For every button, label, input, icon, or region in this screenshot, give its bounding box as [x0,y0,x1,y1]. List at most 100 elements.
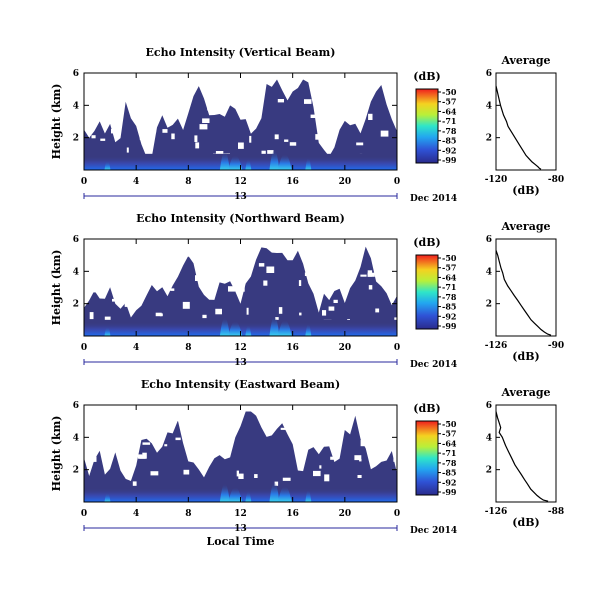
profile-title: Average [500,386,550,399]
colorbar-unit: (dB) [413,402,440,415]
profile-x-tick-label: -88 [548,507,564,517]
y-axis-label: Height (km) [50,250,63,326]
missing-data-cell [158,102,161,106]
x-axis-label: Local Time [207,535,275,548]
surface-echo [84,488,397,502]
missing-data-cell [217,423,223,427]
surface-echo [84,156,397,170]
date-label: Dec 2014 [410,360,457,370]
x-tick-label: 16 [286,509,299,519]
colorbar-tick-label: -78 [442,126,457,136]
panel-1: Echo Intensity (Vertical Beam) 6 4 2 Height … [50,46,564,204]
missing-data-cell [312,94,315,99]
missing-data-cell [195,142,200,149]
echo-plume [305,489,312,502]
profile-x-label: (dB) [512,184,539,197]
missing-data-cell [175,437,181,441]
missing-data-cell [149,416,154,422]
missing-data-cell [367,270,373,277]
profile-y-tick-label: 4 [486,101,492,111]
missing-data-cell [289,142,297,146]
missing-data-cell [206,102,214,107]
x-tick-label: 0 [81,177,87,187]
x-tick-label: 0 [394,177,400,187]
panel-title: Echo Intensity (Vertical Beam) [145,46,335,59]
missing-data-cell [305,432,313,438]
missing-data-cell [181,254,190,257]
missing-data-cell [159,270,165,275]
profile-x-tick-label: -90 [548,341,564,351]
missing-data-cell [171,133,175,140]
y-tick-label: 4 [73,101,79,111]
echo-plume [277,485,292,502]
missing-data-cell [304,99,312,104]
missing-data-cell [210,287,217,291]
x-tick-label: 8 [185,177,191,187]
missing-data-cell [368,450,376,454]
x-tick-label: 0 [81,343,87,353]
missing-data-cell [132,105,139,111]
missing-data-cell [238,142,244,149]
missing-data-cell [254,474,258,478]
echo-region [84,79,397,170]
missing-data-cell [330,456,334,460]
missing-data-cell [282,477,291,481]
missing-data-cell [258,263,265,267]
missing-data-cell [266,426,269,429]
x-tick-label: 12 [234,177,247,187]
missing-data-cell [125,425,131,432]
missing-data-cell [278,307,283,314]
missing-data-cell [275,317,279,322]
missing-data-cell [376,426,384,433]
y-tick-label: 6 [73,69,79,79]
missing-data-cell [124,301,130,307]
missing-data-cell [360,439,367,447]
missing-data-cell [239,285,245,292]
missing-data-cell [359,458,362,462]
missing-data-cell [142,442,151,445]
x-tick-label: 4 [133,509,139,519]
missing-data-cell [360,274,367,277]
missing-data-cell [324,474,330,482]
missing-data-cell [344,416,348,420]
missing-data-cell [150,471,159,476]
echo-plume [228,487,243,502]
colorbar-tick-label: -92 [442,477,456,487]
profile-y-tick-label: 6 [486,401,492,411]
echo-plume [245,159,252,170]
missing-data-cell [228,259,231,264]
panel-title: Echo Intensity (Eastward Beam) [141,378,340,391]
missing-data-cell [333,299,338,303]
missing-data-cell [240,90,247,95]
missing-data-cell [187,452,196,460]
day-label: 13 [234,524,247,534]
missing-data-cell [130,300,133,305]
missing-data-cell [104,316,111,322]
x-tick-label: 16 [286,177,299,187]
colorbar-tick-label: -57 [442,429,456,439]
x-tick-label: 4 [133,343,139,353]
profile-title: Average [500,54,550,67]
missing-data-cell [317,258,324,261]
profile-y-tick-label: 2 [486,134,492,144]
echo-plume [228,321,243,336]
colorbar-tick-label: -57 [442,263,456,273]
y-axis-label: Height (km) [50,84,63,160]
y-tick-label: 4 [73,433,79,443]
echo-region [84,411,397,502]
y-tick-label: 6 [73,235,79,245]
missing-data-cell [159,313,163,317]
profile-title: Average [500,220,550,233]
y-tick-label: 2 [73,300,79,310]
echo-plume [305,157,312,170]
profile-y-tick-label: 4 [486,267,492,277]
missing-data-cell [122,301,125,305]
profile-x-tick-label: -80 [548,175,564,185]
x-tick-label: 4 [133,177,139,187]
missing-data-cell [280,427,287,430]
echo-plume [305,323,312,336]
x-tick-label: 0 [394,343,400,353]
missing-data-cell [126,147,129,153]
profile-line [495,85,542,170]
